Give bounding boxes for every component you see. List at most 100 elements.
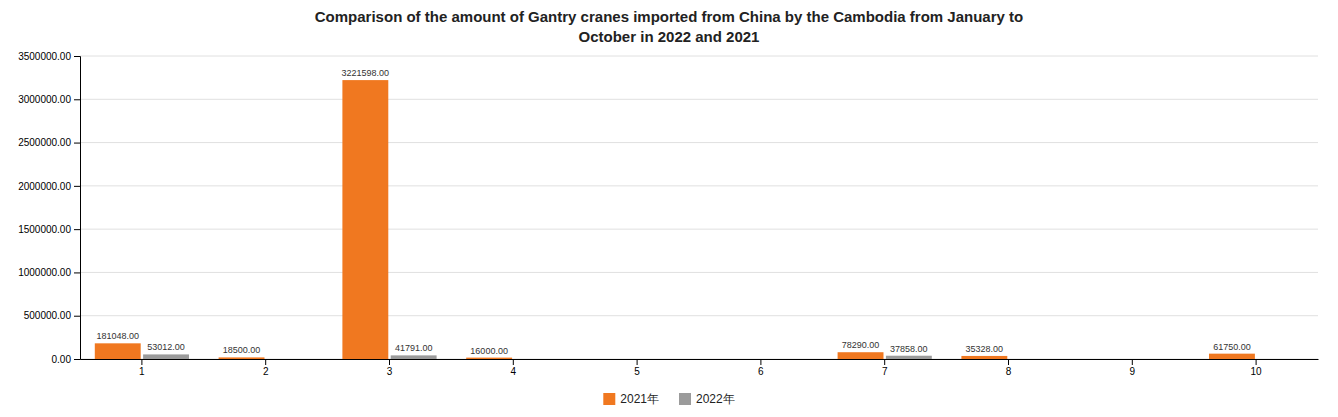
bar (762, 359, 808, 360)
title-line: Comparison of the amount of Gantry crane… (315, 8, 1023, 25)
tick-mark (74, 272, 80, 273)
legend-label: 2022年 (696, 392, 735, 406)
y-axis: 0.00 500000.00 1000000.00 1500000.00 2000000… (18, 51, 80, 365)
grid-line (80, 315, 1318, 316)
bar (1134, 359, 1180, 360)
grid-line (80, 99, 1318, 100)
tick: 500000.00 (24, 310, 80, 321)
data-label: 35328.00 (966, 344, 1004, 354)
chart: Comparison of the amount of Gantry crane… (0, 0, 1338, 417)
grid-line (80, 229, 1318, 230)
bar (342, 80, 388, 359)
tick: 2 (263, 359, 269, 377)
grid (80, 56, 1318, 359)
tick: 4 (511, 359, 517, 377)
tick-mark (760, 359, 761, 365)
bars (95, 80, 1255, 359)
tick-label: 3500000.00 (18, 51, 71, 62)
tick-label: 2 (263, 366, 269, 377)
legend-swatch (603, 393, 615, 405)
tick-label: 10 (1251, 366, 1263, 377)
title: Comparison of the amount of Gantry crane… (315, 8, 1023, 45)
tick: 2500000.00 (18, 137, 80, 148)
tick-label: 6 (758, 366, 764, 377)
tick: 6 (758, 359, 764, 377)
bar (638, 359, 684, 360)
data-label: 181048.00 (96, 331, 139, 341)
tick-mark (389, 359, 390, 365)
tick-mark (74, 359, 80, 360)
tick-mark (1008, 359, 1009, 365)
tick: 0.00 (52, 354, 80, 365)
tick: 3500000.00 (18, 51, 80, 62)
legend-item: 2022年 (679, 392, 735, 406)
data-label: 37858.00 (890, 344, 928, 354)
tick-mark (141, 359, 142, 365)
tick: 2000000.00 (18, 181, 80, 192)
tick-mark (74, 56, 80, 57)
series (95, 80, 1255, 359)
tick-mark (513, 359, 514, 365)
tick-label: 500000.00 (24, 310, 72, 321)
bar (714, 359, 760, 360)
grid-line (80, 185, 1318, 186)
axis-line (74, 57, 81, 360)
bar (1085, 359, 1131, 360)
bar (391, 355, 437, 359)
bar (515, 359, 561, 360)
tick-mark (74, 229, 80, 230)
x-axis: 1 2 3 4 5 6 7 8 9 10 (81, 359, 1319, 377)
data-label: 61750.00 (1213, 342, 1251, 352)
bar (590, 359, 636, 360)
tick-mark (637, 359, 638, 365)
tick: 3000000.00 (18, 94, 80, 105)
tick: 1000000.00 (18, 267, 80, 278)
data-label: 78290.00 (842, 340, 880, 350)
tick-label: 1 (139, 366, 145, 377)
tick-label: 1500000.00 (18, 224, 71, 235)
tick-label: 9 (1130, 366, 1136, 377)
grid-line (80, 142, 1318, 143)
tick-label: 3 (387, 366, 393, 377)
tick-label: 5 (634, 366, 640, 377)
tick: 1 (139, 359, 145, 377)
tick-mark (74, 186, 80, 187)
tick-mark (74, 316, 80, 317)
tick-mark (74, 143, 80, 144)
tick-label: 8 (1006, 366, 1012, 377)
data-label: 18500.00 (223, 345, 261, 355)
tick-mark (265, 359, 266, 365)
tick-label: 4 (511, 366, 517, 377)
bar (1257, 359, 1303, 360)
data-label: 53012.00 (147, 342, 185, 352)
legend-label: 2021年 (620, 392, 659, 406)
tick: 1500000.00 (18, 224, 80, 235)
tick: 7 (882, 359, 888, 377)
data-label: 41791.00 (395, 343, 433, 353)
bar (95, 343, 141, 359)
bar (143, 354, 189, 359)
title-line: October in 2022 and 2021 (579, 28, 760, 45)
tick: 3 (387, 359, 393, 377)
tick-label: 0.00 (52, 354, 72, 365)
tick-mark (1256, 359, 1257, 365)
grid-line (80, 272, 1318, 273)
tick: 5 (634, 359, 640, 377)
legend: 2021年 2022年 (603, 392, 734, 406)
tick: 8 (1006, 359, 1012, 377)
bar (886, 356, 932, 359)
bar (961, 356, 1007, 359)
bar (466, 358, 512, 359)
data-labels: 181048.0018500.003221598.0016000.0078290… (96, 68, 1250, 356)
tick-label: 1000000.00 (18, 267, 71, 278)
tick: 10 (1251, 359, 1263, 377)
series (143, 354, 932, 359)
bar (219, 357, 265, 359)
tick-label: 3000000.00 (18, 94, 71, 105)
plot: 0.00 500000.00 1000000.00 1500000.00 2000000… (18, 51, 1318, 377)
tick-label: 2500000.00 (18, 137, 71, 148)
tick-label: 2000000.00 (18, 181, 71, 192)
tick-label: 7 (882, 366, 888, 377)
bar (1010, 359, 1056, 360)
bar (838, 352, 884, 359)
